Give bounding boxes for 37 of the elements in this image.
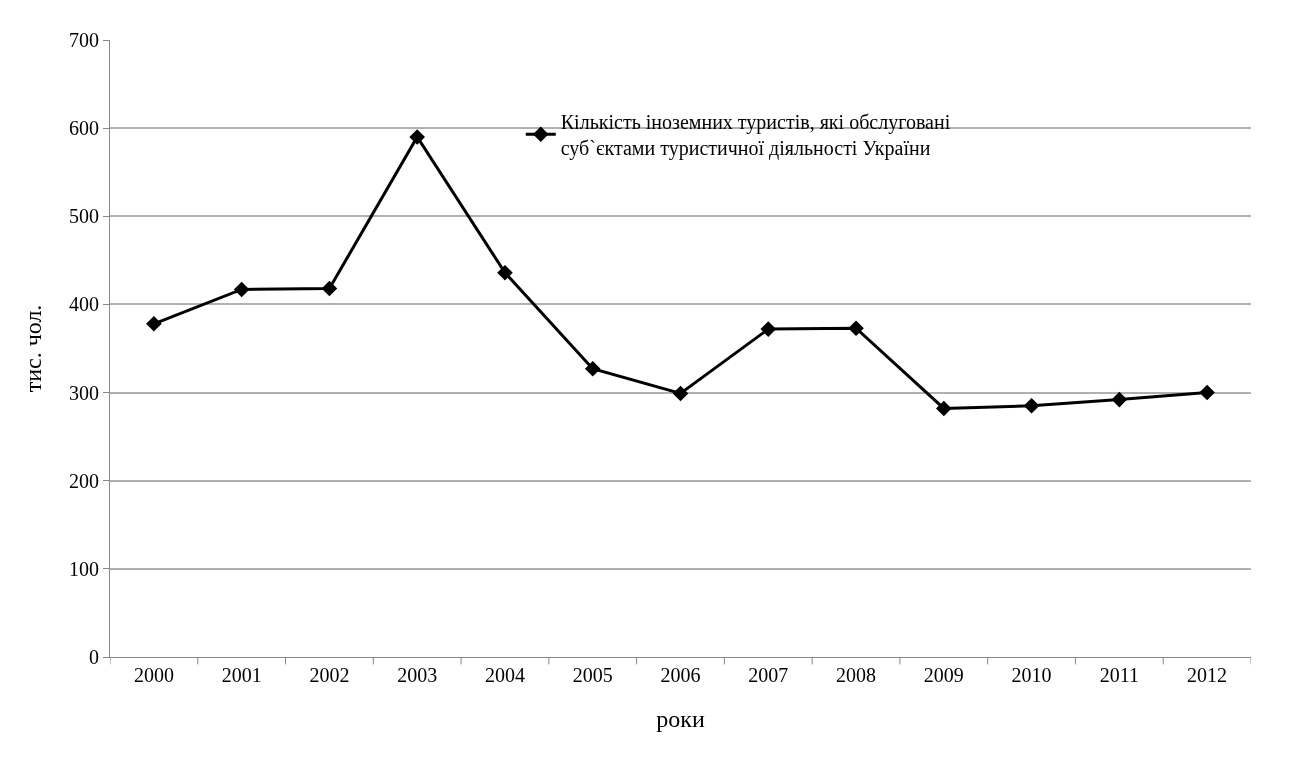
x-tick-label: 2012 — [1187, 664, 1228, 686]
y-tick-label: 0 — [89, 646, 99, 668]
point — [321, 280, 338, 297]
x-tick-label: 2005 — [572, 664, 613, 686]
y-tick-label: 500 — [69, 205, 99, 228]
point — [233, 281, 250, 298]
point — [760, 321, 777, 337]
y-tick-label: 100 — [69, 557, 99, 580]
point — [1111, 391, 1128, 408]
x-tick-label: 2007 — [748, 664, 789, 686]
x-tick-label: 2004 — [484, 664, 525, 686]
x-tick-label: 2000 — [133, 664, 174, 686]
point — [146, 316, 162, 332]
y-tick-label: 300 — [69, 381, 99, 404]
point — [497, 264, 513, 281]
x-tick-label: 2002 — [309, 664, 350, 686]
x-tick-label: 2008 — [836, 664, 877, 686]
x-tick-label: 2001 — [221, 664, 262, 686]
x-tick-label: 2010 — [1011, 664, 1052, 686]
point — [1199, 384, 1215, 401]
y-tick-label: 600 — [69, 117, 99, 140]
point — [672, 385, 689, 402]
x-tick-label: 2006 — [660, 664, 701, 686]
point — [848, 320, 864, 337]
x-tick-label: 2011 — [1099, 664, 1139, 686]
legend-label: Кількість іноземних туристів, які обслуговані суб`єктами туристичної діяльності України — [560, 111, 951, 160]
point — [1023, 397, 1040, 414]
y-tick-label: 400 — [69, 293, 99, 316]
point — [409, 129, 425, 145]
x-axis-title: роки — [656, 706, 705, 733]
point — [936, 400, 952, 417]
x-tick-label: 2009 — [923, 664, 964, 686]
point — [584, 360, 601, 377]
x-tick-label: 2003 — [397, 664, 438, 686]
y-tick-label: 200 — [69, 469, 99, 492]
y-tick-label: 700 — [69, 29, 99, 51]
y-axis-title: тис. чол. — [20, 304, 47, 393]
